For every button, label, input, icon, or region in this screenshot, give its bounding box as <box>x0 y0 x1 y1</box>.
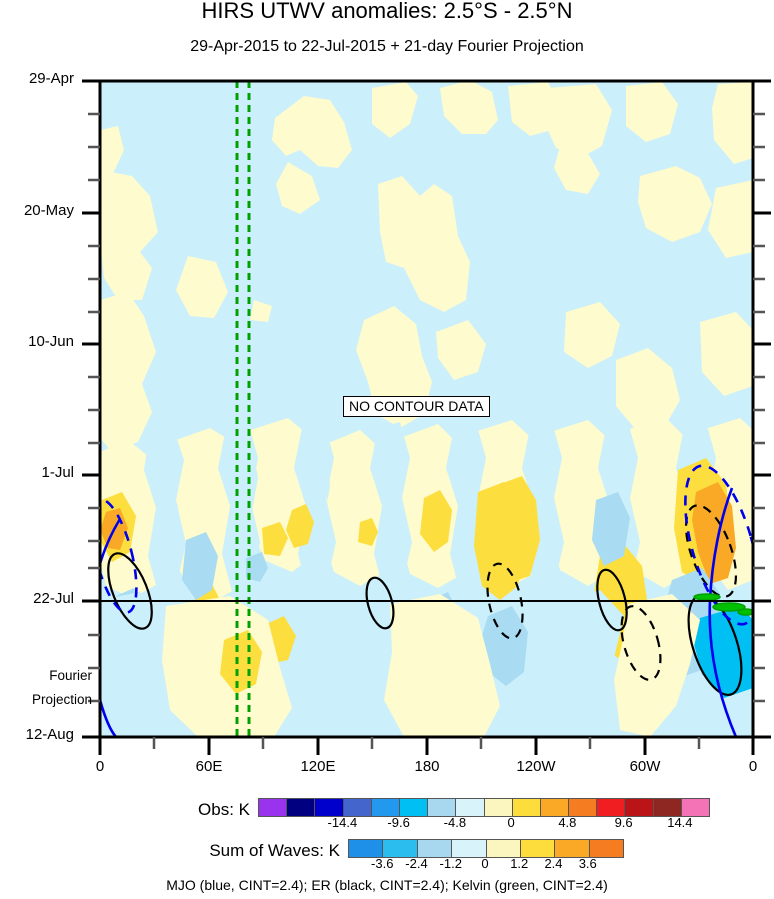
colorbar-swatch <box>540 799 570 816</box>
colorbar-tick-label: 0 <box>481 856 489 871</box>
x-tick-label-5: 60W <box>629 758 661 775</box>
er-contours-dashed <box>486 504 738 681</box>
page-subtitle: 29-Apr-2015 to 22-Jul-2015 + 21-day Four… <box>190 38 584 55</box>
x-tick-label-2: 120E <box>300 758 336 775</box>
y-major-ticks-right <box>753 79 771 739</box>
colorbar-tick-label: -2.4 <box>405 856 428 871</box>
obs-colorbar-title: Obs: K <box>198 800 250 819</box>
page-title: HIRS UTWV anomalies: 2.5°S - 2.5°N <box>201 0 573 23</box>
fourier-note-line1: Fourier <box>49 668 92 683</box>
y-tick-label-4: 22-Jul <box>33 590 74 607</box>
colorbar-swatch <box>653 799 682 816</box>
y-minor-ticks <box>88 112 100 703</box>
colorbar-swatch <box>259 799 288 816</box>
colorbar-swatch <box>383 840 418 857</box>
mjo-contours-dashed <box>100 464 753 626</box>
y-tick-label-1: 20-May <box>23 202 74 219</box>
colorbar-swatch <box>486 840 521 857</box>
colorbar-swatch <box>417 840 453 857</box>
sum-of-waves-colorbar-title: Sum of Waves: K <box>209 841 340 860</box>
x-major-ticks <box>98 737 755 755</box>
colorbar-swatch <box>484 799 513 816</box>
x-minor-ticks <box>152 737 701 749</box>
colorbar-swatch <box>589 840 623 857</box>
y-tick-label-2: 10-Jun <box>28 333 74 350</box>
fourier-note-line2: Projection <box>31 692 92 707</box>
x-tick-label-1: 60E <box>195 758 223 775</box>
y-major-ticks <box>82 79 100 739</box>
x-tick-label-3: 180 <box>414 758 440 775</box>
colorbar-tick-label: 9.6 <box>614 815 633 830</box>
colorbar-tick-label: -1.2 <box>439 856 462 871</box>
colorbar-swatch <box>452 840 487 857</box>
obs-colorbar <box>258 798 710 817</box>
colorbar-swatch <box>287 799 316 816</box>
colorbar-tick-label: -3.6 <box>371 856 394 871</box>
colorbar-swatch <box>512 799 541 816</box>
colorbar-tick-label: 4.8 <box>558 815 577 830</box>
colorbar-tick-label: 14.4 <box>667 815 693 830</box>
colorbar-swatch <box>569 799 598 816</box>
y-tick-label-3: 1-Jul <box>41 464 74 481</box>
colorbar-tick-label: -4.8 <box>443 815 467 830</box>
colorbar-swatch <box>555 840 590 857</box>
y-tick-label-0: 29-Apr <box>28 70 74 87</box>
colorbar-swatch <box>428 799 457 816</box>
colorbar-swatch <box>625 799 654 816</box>
x-tick-label-6: 0 <box>748 758 758 775</box>
colorbar-tick-label: 0 <box>507 815 515 830</box>
x-tick-label-4: 120W <box>516 758 556 775</box>
sum-of-waves-colorbar <box>348 839 624 858</box>
colorbar-tick-label: 1.2 <box>510 856 529 871</box>
colorbar-swatch <box>315 799 344 816</box>
shaded-anomaly-field <box>100 81 753 737</box>
colorbar-tick-label: 2.4 <box>544 856 563 871</box>
y-tick-label-5: 12-Aug <box>25 726 74 743</box>
colorbar-tick-label: -9.6 <box>387 815 410 830</box>
colorbar-swatch <box>343 799 372 816</box>
y-minor-ticks-right <box>753 112 765 703</box>
colorbar-tick-label: -14.4 <box>327 815 358 830</box>
x-tick-label-0: 0 <box>95 758 105 775</box>
wave-legend-caption: MJO (blue, CINT=2.4); ER (black, CINT=2.… <box>166 877 608 893</box>
er-contours <box>107 552 743 697</box>
colorbar-swatch <box>520 840 556 857</box>
colorbar-tick-label: 3.6 <box>578 856 597 871</box>
colorbar-swatch <box>371 799 400 816</box>
kelvin-contours <box>693 593 753 616</box>
colorbar-swatch <box>681 799 709 816</box>
colorbar-swatch <box>597 799 626 816</box>
colorbar-swatch <box>399 799 429 816</box>
no-contour-data-badge: NO CONTOUR DATA <box>343 396 490 417</box>
colorbar-swatch <box>349 840 384 857</box>
colorbar-swatch <box>456 799 485 816</box>
